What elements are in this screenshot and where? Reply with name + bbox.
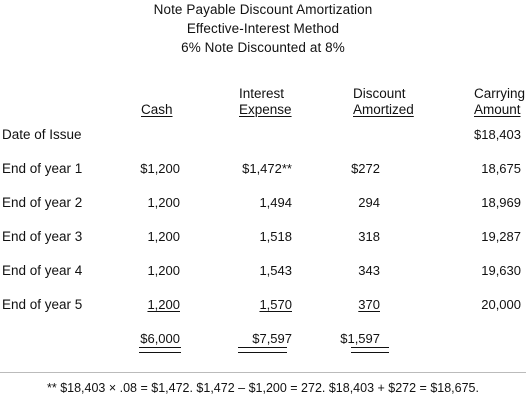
cell-discount-year-4: 343	[358, 263, 380, 278]
cell-interest-year-1: $1,472**	[242, 161, 292, 176]
total-interest-double-rule	[238, 347, 287, 353]
cell-cash-year-1: $1,200	[140, 161, 180, 176]
header-interest-top: Interest	[239, 86, 285, 101]
row-label-year-4: End of year 4	[2, 263, 83, 278]
title-line-2: Effective-Interest Method	[186, 21, 340, 36]
total-discount: $1,597	[340, 331, 380, 346]
header-carrying-amount: Carrying Amount	[474, 86, 526, 118]
cell-carrying-year-2: 18,969	[481, 195, 521, 210]
row-label-year-5: End of year 5	[2, 297, 83, 312]
header-carrying-top: Carrying	[474, 86, 526, 101]
header-discount-bottom: Amortized	[353, 102, 414, 117]
footnote-divider	[0, 372, 526, 373]
cell-carrying-year-1: 18,675	[481, 161, 521, 176]
header-carrying-bottom: Amount	[474, 102, 521, 117]
cell-carrying-issue: $18,403	[474, 127, 521, 142]
header-interest-expense: Interest Expense	[239, 86, 292, 118]
cell-discount-year-5: 370	[326, 297, 380, 312]
total-interest: $7,597	[252, 331, 292, 346]
row-label-date-of-issue: Date of Issue	[2, 127, 82, 142]
total-cash-double-rule	[139, 347, 181, 353]
footnote: ** $18,403 × .08 = $1,472. $1,472 – $1,2…	[47, 381, 479, 395]
cell-discount-year-3: 318	[358, 229, 380, 244]
cell-discount-year-5-value: 370	[358, 297, 380, 312]
cell-cash-year-5-value: 1,200	[147, 297, 180, 312]
cell-interest-year-2: 1,494	[259, 195, 292, 210]
row-label-year-2: End of year 2	[2, 195, 83, 210]
header-interest-bottom: Expense	[239, 102, 292, 117]
header-discount-top: Discount	[353, 86, 406, 101]
total-cash: $6,000	[140, 331, 180, 346]
cell-carrying-year-3: 19,287	[481, 229, 521, 244]
cell-interest-year-5-value: 1,570	[259, 297, 292, 312]
cell-cash-year-4: 1,200	[147, 263, 180, 278]
cell-carrying-year-4: 19,630	[481, 263, 521, 278]
total-discount-double-rule	[351, 347, 389, 353]
cell-cash-year-5: 1,200	[120, 297, 180, 312]
header-discount-amortized: Discount Amortized	[353, 86, 414, 118]
row-label-year-1: End of year 1	[2, 161, 83, 176]
cell-cash-year-3: 1,200	[147, 229, 180, 244]
cell-cash-year-2: 1,200	[147, 195, 180, 210]
cell-interest-year-4: 1,543	[259, 263, 292, 278]
cell-interest-year-5: 1,570	[222, 297, 292, 312]
cell-discount-year-1: $272	[351, 161, 380, 176]
cell-discount-year-2: 294	[358, 195, 380, 210]
row-label-year-3: End of year 3	[2, 229, 83, 244]
title-line-3: 6% Note Discounted at 8%	[181, 40, 345, 55]
title-line-1: Note Payable Discount Amortization	[153, 2, 373, 17]
header-cash-label: Cash	[141, 102, 173, 117]
header-cash: Cash	[141, 102, 173, 118]
cell-carrying-year-5: 20,000	[481, 297, 521, 312]
cell-interest-year-3: 1,518	[259, 229, 292, 244]
